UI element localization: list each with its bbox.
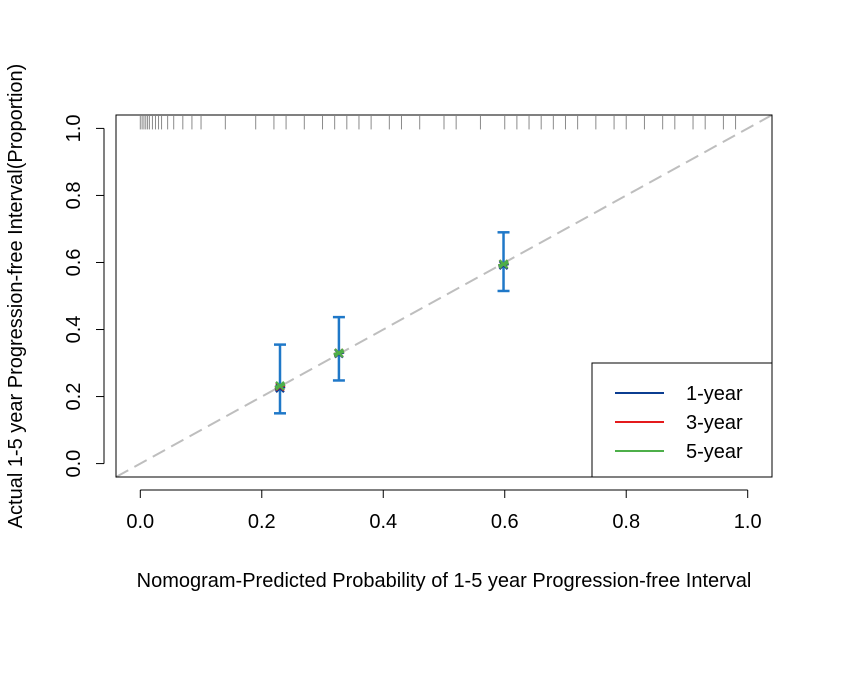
x-axis: 0.0 0.2 0.4 0.6 0.8 1.0 xyxy=(126,489,762,533)
y-tick-label: 0.4 xyxy=(63,316,85,344)
rug-ticks xyxy=(139,116,737,130)
data-point-marker xyxy=(498,259,509,269)
x-tick-label: 0.0 xyxy=(126,511,154,533)
legend-label: 1-year xyxy=(686,383,743,405)
x-tick-label: 1.0 xyxy=(734,511,762,533)
legend-item-3-year: 3-year xyxy=(615,412,743,434)
y-tick-label: 0.6 xyxy=(63,249,85,277)
x-tick-label: 0.2 xyxy=(248,511,276,533)
legend-label: 5-year xyxy=(686,441,743,463)
error-bar xyxy=(274,343,286,415)
error-bar xyxy=(497,231,510,293)
error-bar xyxy=(332,315,345,382)
legend-item-5-year: 5-year xyxy=(615,441,743,463)
y-axis-title: Actual 1-5 year Progression-free Interva… xyxy=(5,64,27,529)
legend-box xyxy=(591,362,773,478)
y-tick-label: 1.0 xyxy=(63,115,85,143)
legend: 1-year 3-year 5-year xyxy=(591,362,773,478)
x-tick-label: 0.8 xyxy=(612,511,640,533)
y-axis: 0.0 0.2 0.4 0.6 0.8 1.0 xyxy=(63,115,105,478)
y-tick-label: 0.2 xyxy=(63,383,85,411)
x-axis-title: Nomogram-Predicted Probability of 1-5 ye… xyxy=(137,570,752,592)
error-bars xyxy=(274,231,510,415)
y-tick-label: 0.8 xyxy=(63,182,85,210)
legend-item-1-year: 1-year xyxy=(615,383,743,405)
plot-frame xyxy=(115,114,773,478)
x-tick-label: 0.6 xyxy=(491,511,519,533)
data-points xyxy=(274,259,509,393)
legend-label: 3-year xyxy=(686,412,743,434)
data-point-marker xyxy=(334,348,344,358)
x-tick-label: 0.4 xyxy=(369,511,397,533)
y-tick-label: 0.0 xyxy=(63,450,85,478)
data-point-marker xyxy=(275,381,285,391)
series-5-year xyxy=(274,259,509,391)
